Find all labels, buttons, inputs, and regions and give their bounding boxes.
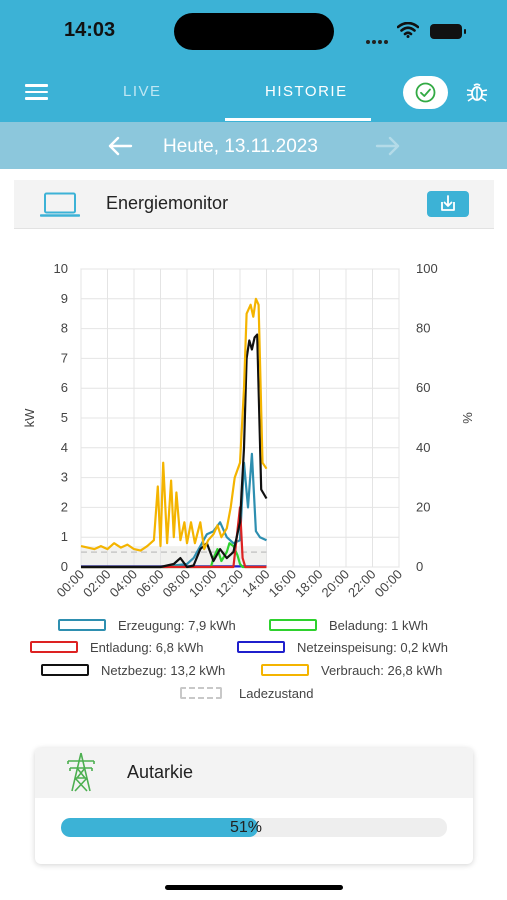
x-tick-label: 00:00	[372, 567, 406, 601]
date-label[interactable]: Heute, 13.11.2023	[163, 136, 318, 157]
autarkie-title: Autarkie	[127, 762, 194, 782]
x-tick-label: 14:00	[239, 567, 273, 601]
autarkie-progress-bar	[61, 818, 447, 837]
legend-label: Entladung: 6,8 kWh	[90, 640, 204, 655]
y-tick-label-left: 8	[61, 321, 68, 336]
legend-label: Erzeugung: 7,9 kWh	[118, 618, 236, 633]
legend-label: Netzbezug: 13,2 kWh	[101, 663, 226, 678]
legend-color-swatch	[180, 687, 222, 699]
autarkie-progress-fill	[61, 818, 258, 837]
y-tick-label-left: 7	[61, 350, 68, 365]
y-tick-label-right: 80	[416, 321, 430, 336]
x-tick-label: 06:00	[133, 567, 167, 601]
y-tick-label-right: 100	[416, 261, 438, 276]
legend-color-swatch	[237, 641, 285, 653]
y-tick-label-left: 1	[61, 529, 68, 544]
y-tick-label-right: 40	[416, 440, 430, 455]
y-tick-label-right: 0	[416, 559, 423, 574]
y-tick-label-right: 20	[416, 499, 430, 514]
x-tick-label: 08:00	[160, 567, 194, 601]
x-tick-label: 00:00	[54, 567, 88, 601]
x-tick-label: 10:00	[186, 567, 220, 601]
y-tick-label-left: 10	[54, 261, 68, 276]
series-line	[80, 297, 268, 552]
y-tick-label-left: 2	[61, 499, 68, 514]
x-tick-label: 02:00	[80, 567, 114, 601]
autarkie-card	[35, 748, 473, 864]
export-button[interactable]	[427, 191, 469, 217]
autarkie-percent-label: 51%	[230, 819, 262, 837]
y-tick-label-left: 0	[61, 559, 68, 574]
y-tick-label-left: 4	[61, 440, 68, 455]
legend-color-swatch	[261, 664, 309, 676]
legend-color-swatch	[41, 664, 89, 676]
download-icon	[441, 195, 455, 211]
hamburger-menu-icon[interactable]	[25, 84, 48, 100]
wifi-icon	[397, 22, 419, 38]
y-axis-label-left: kW	[22, 408, 37, 428]
battery-icon	[430, 24, 466, 39]
legend-color-swatch	[269, 619, 317, 631]
status-time: 14:03	[64, 19, 116, 41]
home-indicator	[165, 885, 343, 890]
x-tick-label: 20:00	[319, 567, 353, 601]
tab-live[interactable]: LIVE	[123, 83, 162, 100]
legend-color-swatch	[30, 641, 78, 653]
autarkie-card-header	[35, 748, 473, 798]
tab-historie[interactable]: HISTORIE	[265, 83, 348, 100]
energy-chart: 00:0002:0004:0006:0008:0010:0012:0014:00…	[22, 261, 475, 601]
legend-label: Netzeinspeisung: 0,2 kWh	[297, 640, 449, 655]
y-axis-label-right: %	[460, 412, 475, 424]
y-tick-label-right: 60	[416, 380, 430, 395]
active-tab-indicator	[225, 118, 371, 121]
shaded-area	[81, 546, 267, 567]
x-tick-label: 04:00	[107, 567, 141, 601]
next-day-arrow-icon[interactable]	[375, 136, 401, 156]
previous-day-arrow-icon[interactable]	[107, 136, 133, 156]
date-navigation	[0, 122, 507, 169]
legend-label: Ladezustand	[239, 686, 314, 701]
autarkie-percent-unit: %	[247, 819, 263, 836]
cellular-signal-icon	[366, 31, 390, 49]
bug-icon[interactable]	[465, 80, 489, 104]
dynamic-island	[174, 13, 334, 50]
power-tower-icon	[67, 752, 95, 792]
y-tick-label-left: 9	[61, 291, 68, 306]
x-tick-label: 22:00	[345, 567, 379, 601]
legend-color-swatch	[58, 619, 106, 631]
legend-label: Beladung: 1 kWh	[329, 618, 429, 633]
legend-label: Verbrauch: 26,8 kWh	[321, 663, 443, 678]
connection-status-button[interactable]	[403, 76, 448, 109]
y-tick-label-left: 6	[61, 380, 68, 395]
energiemonitor-card-header	[14, 180, 494, 229]
card-title: Energiemonitor	[106, 193, 229, 213]
x-tick-label: 18:00	[292, 567, 326, 601]
autarkie-percent-value: 51	[230, 819, 248, 836]
x-tick-label: 12:00	[213, 567, 247, 601]
laptop-icon	[40, 192, 80, 217]
y-tick-label-left: 3	[61, 470, 68, 485]
check-circle-icon	[415, 82, 436, 103]
y-tick-label-left: 5	[61, 410, 68, 425]
x-tick-label: 16:00	[266, 567, 300, 601]
series-line	[81, 333, 268, 569]
